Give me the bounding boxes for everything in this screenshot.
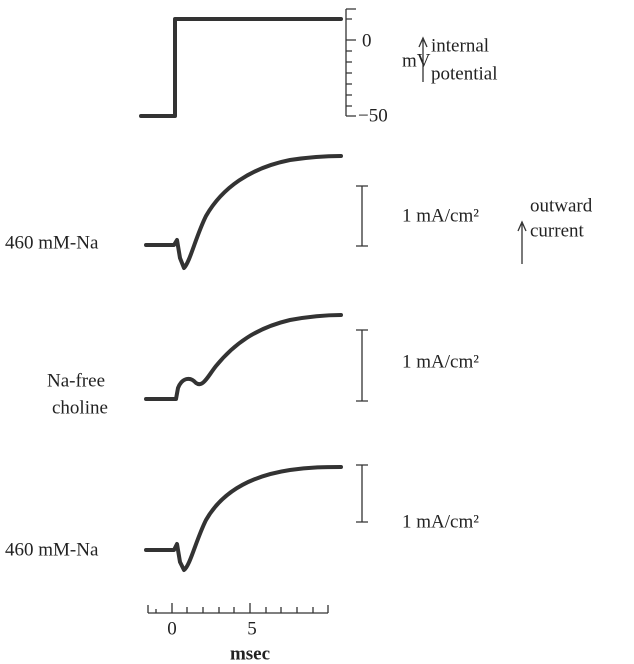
voltage-tick: 0 bbox=[362, 30, 372, 51]
arrow-label: potential bbox=[431, 63, 497, 84]
scale-bar bbox=[356, 329, 368, 402]
up-arrow bbox=[418, 36, 428, 82]
time-tick: 5 bbox=[247, 618, 257, 639]
scale-bar bbox=[356, 185, 368, 247]
arrow-label: current bbox=[530, 220, 585, 241]
scale-label: 1 mA/cm² bbox=[402, 351, 479, 372]
scale-bar bbox=[356, 464, 368, 523]
current-trace bbox=[144, 465, 343, 572]
voltage-tick: −50 bbox=[358, 105, 388, 126]
condition-label: choline bbox=[52, 397, 108, 418]
voltage-trace bbox=[139, 17, 343, 118]
time-label: msec bbox=[230, 643, 270, 664]
voltage-scale bbox=[345, 8, 356, 117]
arrow-label: outward bbox=[530, 195, 593, 216]
condition-label: 460 mM-Na bbox=[5, 232, 99, 253]
time-axis bbox=[147, 603, 329, 614]
current-trace bbox=[144, 313, 343, 401]
condition-label: 460 mM-Na bbox=[5, 539, 99, 560]
scale-label: 1 mA/cm² bbox=[402, 511, 479, 532]
arrow-label: internal bbox=[431, 35, 489, 56]
condition-label: Na-free bbox=[47, 370, 105, 391]
time-tick: 0 bbox=[167, 618, 177, 639]
current-trace bbox=[144, 154, 343, 270]
scale-label: 1 mA/cm² bbox=[402, 205, 479, 226]
voltage-unit: mV bbox=[402, 50, 431, 71]
up-arrow bbox=[517, 220, 527, 264]
